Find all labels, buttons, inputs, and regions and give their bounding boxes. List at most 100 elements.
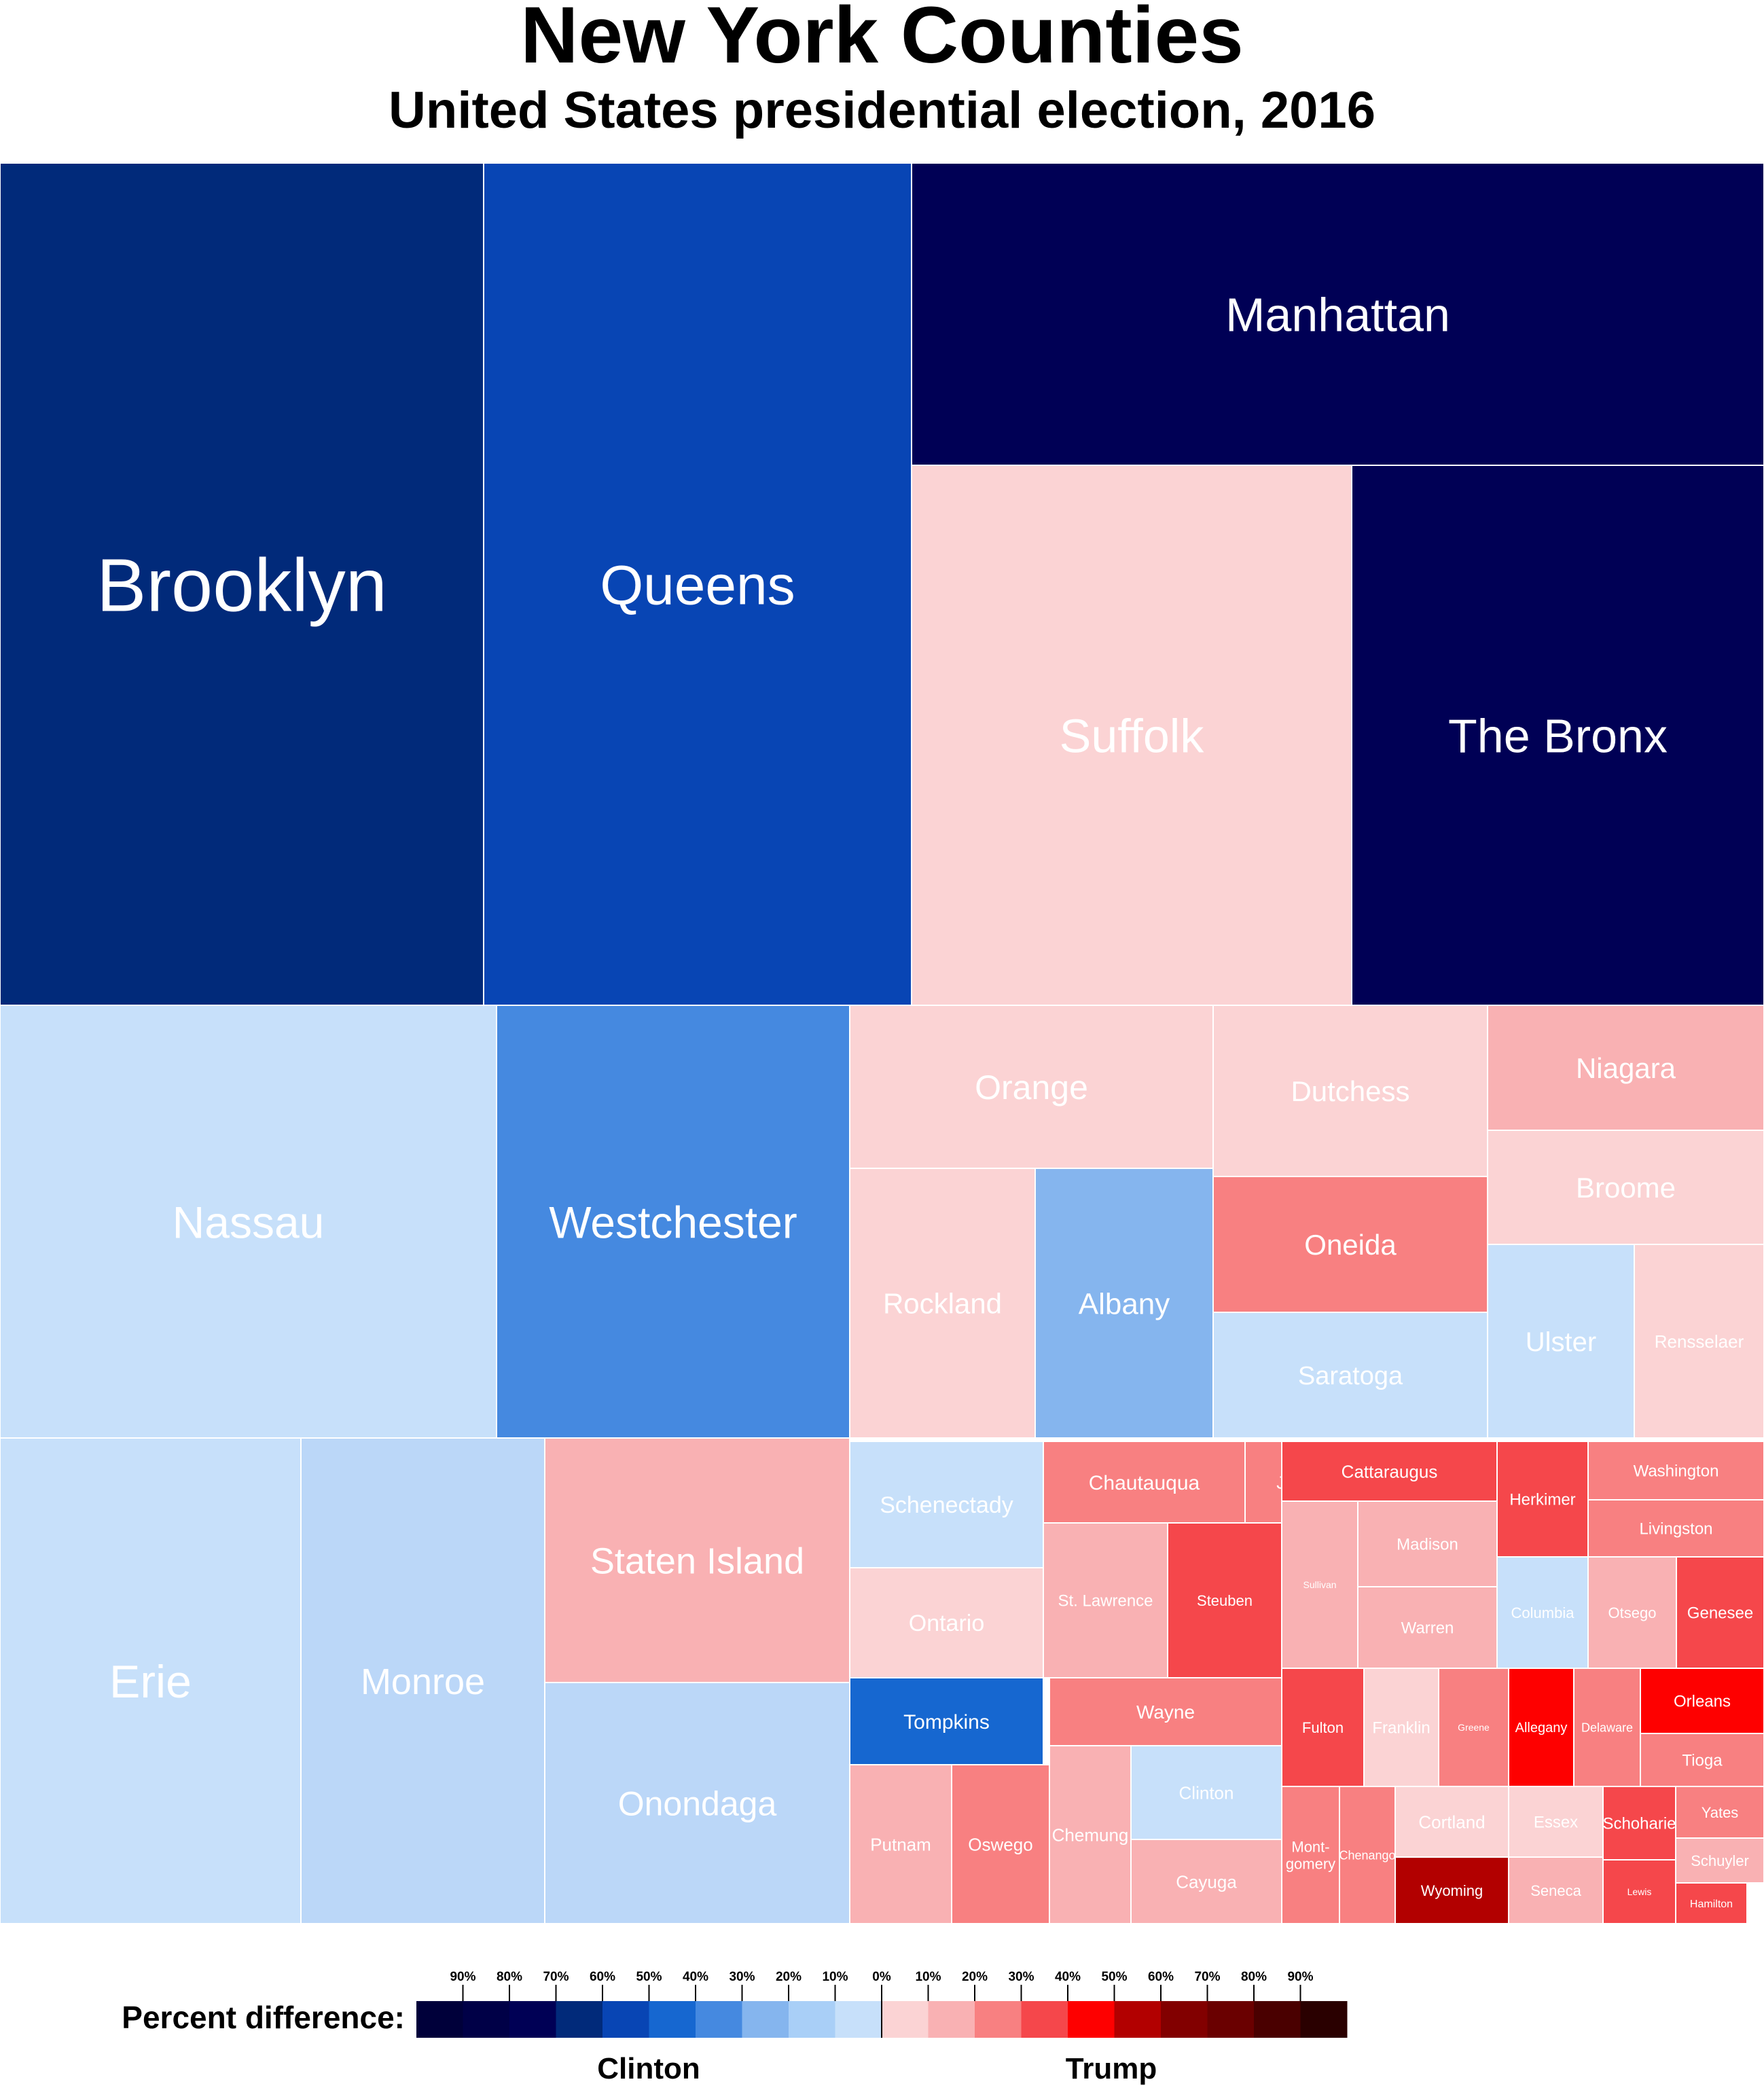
county-tile-erie <box>0 1437 302 1924</box>
county-tile-cortland <box>1394 1786 1509 1858</box>
county-label-broome: Broome <box>1576 1172 1676 1204</box>
county-label-livingston: Livingston <box>1639 1520 1712 1539</box>
county-label-putnam: Putnam <box>870 1834 931 1854</box>
county-label-rockland: Rockland <box>883 1288 1002 1320</box>
county-tile-cattaraugus <box>1281 1441 1498 1502</box>
county-label-cattaraugus: Cattaraugus <box>1342 1461 1438 1481</box>
county-tile-madison <box>1357 1500 1498 1587</box>
county-label-warren: Warren <box>1401 1619 1454 1638</box>
county-tile-oneida <box>1212 1176 1488 1313</box>
county-label-chenango: Chenango <box>1339 1848 1395 1862</box>
county-tile-broome <box>1487 1130 1764 1245</box>
county-tile-lewis <box>1602 1859 1676 1924</box>
county-tile-orleans <box>1640 1668 1764 1734</box>
county-tile-albany <box>1034 1168 1214 1439</box>
county-label-monroe: Monroe <box>361 1661 485 1702</box>
county-label-schoharie: Schoharie <box>1602 1815 1676 1833</box>
county-tile-staten-island <box>544 1437 850 1683</box>
county-tile-otsego <box>1587 1556 1677 1669</box>
county-label-rensselaer: Rensselaer <box>1655 1331 1744 1352</box>
county-label-mont-gomery: Mont-gomery <box>1286 1838 1335 1872</box>
county-tile-putnam <box>849 1764 952 1924</box>
county-label-wayne: Wayne <box>1136 1702 1195 1723</box>
county-label-niagara: Niagara <box>1576 1052 1676 1084</box>
county-label-onondaga: Onondaga <box>618 1785 777 1823</box>
county-tile-steuben <box>1167 1522 1282 1678</box>
county-tile-chemung <box>1049 1745 1132 1924</box>
county-tile-rockland <box>849 1168 1036 1439</box>
county-tile-the-bronx <box>1351 465 1764 1006</box>
county-tile-brooklyn <box>0 162 484 1006</box>
county-tile-orange <box>849 1005 1214 1169</box>
county-label-chautauqua: Chautauqua <box>1089 1472 1200 1494</box>
county-tile-greene <box>1438 1668 1509 1787</box>
county-label-yates: Yates <box>1702 1804 1739 1821</box>
county-label-nassau: Nassau <box>173 1197 325 1247</box>
county-label-albany: Albany <box>1079 1287 1170 1320</box>
county-label-columbia: Columbia <box>1511 1604 1575 1621</box>
county-label-manhattan: Manhattan <box>1225 289 1450 342</box>
county-label-erie: Erie <box>109 1656 192 1708</box>
county-label-orleans: Orleans <box>1674 1693 1731 1711</box>
county-tile-queens <box>483 162 912 1006</box>
county-label-st-lawrence: St. Lawrence <box>1058 1592 1153 1611</box>
county-label-orange: Orange <box>975 1068 1088 1107</box>
county-label-essex: Essex <box>1534 1814 1578 1832</box>
county-tile-chenango <box>1339 1786 1396 1924</box>
county-tile-mont-gomery <box>1281 1786 1340 1924</box>
county-tile-ulster <box>1487 1244 1635 1439</box>
county-tile-nassau <box>0 1005 497 1439</box>
county-label-oswego: Oswego <box>968 1834 1032 1854</box>
county-tile-schuyler <box>1675 1837 1764 1884</box>
county-label-schenectady: Schenectady <box>880 1492 1013 1518</box>
county-label-tompkins: Tompkins <box>903 1711 990 1733</box>
chart-title: New York Counties <box>520 0 1244 80</box>
county-label-saratoga: Saratoga <box>1298 1362 1403 1390</box>
county-tile-tioga <box>1640 1733 1764 1787</box>
county-label-queens: Queens <box>600 555 795 617</box>
county-label-brooklyn: Brooklyn <box>96 544 387 628</box>
county-tile-rensselaer <box>1634 1244 1764 1439</box>
county-label-madison: Madison <box>1397 1536 1458 1554</box>
county-tile-washington <box>1587 1441 1764 1500</box>
county-label-chemung: Chemung <box>1052 1824 1129 1845</box>
county-tile-niagara <box>1487 1005 1764 1131</box>
county-label-cortland: Cortland <box>1418 1812 1485 1832</box>
county-tile-suffolk <box>911 465 1352 1006</box>
county-tile-ontario <box>849 1567 1044 1678</box>
county-tile-manhattan <box>911 162 1764 466</box>
county-tile-st-lawrence <box>1043 1522 1168 1678</box>
county-label-lewis: Lewis <box>1627 1886 1652 1897</box>
county-label-seneca: Seneca <box>1530 1882 1581 1899</box>
county-label-tioga: Tioga <box>1682 1752 1723 1770</box>
county-tile-onondaga <box>544 1682 850 1924</box>
county-tile-seneca <box>1508 1856 1604 1924</box>
county-label-washington: Washington <box>1634 1462 1719 1481</box>
county-tile-tompkins <box>849 1677 1044 1765</box>
county-label-herkimer: Herkimer <box>1509 1491 1575 1509</box>
county-tile-dutchess <box>1212 1005 1488 1177</box>
county-tile-livingston <box>1587 1499 1764 1558</box>
county-label-allegany: Allegany <box>1515 1721 1568 1736</box>
county-tile-cayuga <box>1130 1839 1282 1924</box>
county-label-the-bronx: The Bronx <box>1448 710 1668 763</box>
county-label-clinton: Clinton <box>1179 1782 1234 1803</box>
county-label-wyoming: Wyoming <box>1421 1882 1483 1899</box>
county-label-oneida: Oneida <box>1304 1229 1397 1261</box>
county-label-sullivan: Sullivan <box>1303 1579 1336 1590</box>
county-label-westchester: Westchester <box>549 1197 797 1247</box>
county-tile-yates <box>1675 1786 1764 1839</box>
county-label-cayuga: Cayuga <box>1176 1871 1237 1892</box>
county-tile-monroe <box>300 1437 545 1924</box>
county-label-hamilton: Hamilton <box>1690 1899 1733 1910</box>
county-label-ontario: Ontario <box>909 1611 985 1636</box>
county-label-otsego: Otsego <box>1608 1604 1657 1621</box>
county-tile-schenectady <box>849 1441 1044 1568</box>
county-tile-herkimer <box>1496 1441 1589 1558</box>
chart-subtitle: United States presidential election, 201… <box>389 82 1375 139</box>
county-label-greene: Greene <box>1458 1722 1490 1733</box>
county-label-ulster: Ulster <box>1526 1327 1596 1357</box>
county-label-steuben: Steuben <box>1197 1592 1253 1609</box>
county-label-fulton: Fulton <box>1302 1719 1344 1736</box>
